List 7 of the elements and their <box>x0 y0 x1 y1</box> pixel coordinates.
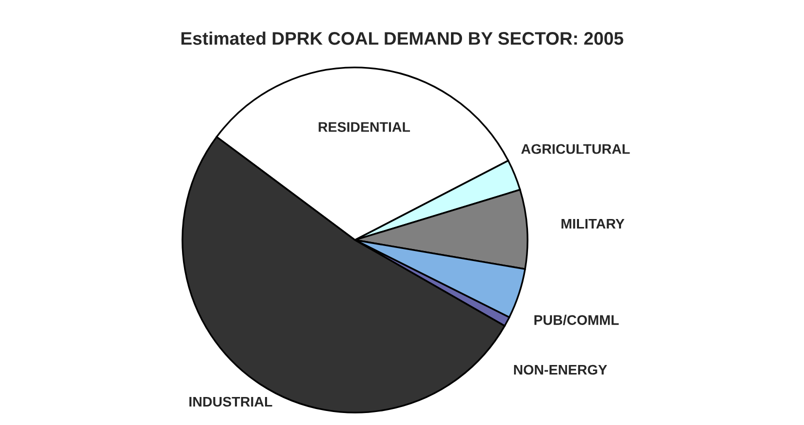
slice-label: NON-ENERGY <box>514 364 608 375</box>
slice-label: INDUSTRIAL <box>189 396 272 407</box>
slice-label: RESIDENTIAL <box>318 122 410 132</box>
slice-label: AGRICULTURAL <box>521 144 630 154</box>
slice-label: MILITARY <box>562 219 624 229</box>
slice-label: PUB/COMML <box>534 314 619 326</box>
chart-title: Estimated DPRK COAL DEMAND BY SECTOR: 2005 <box>181 32 624 45</box>
